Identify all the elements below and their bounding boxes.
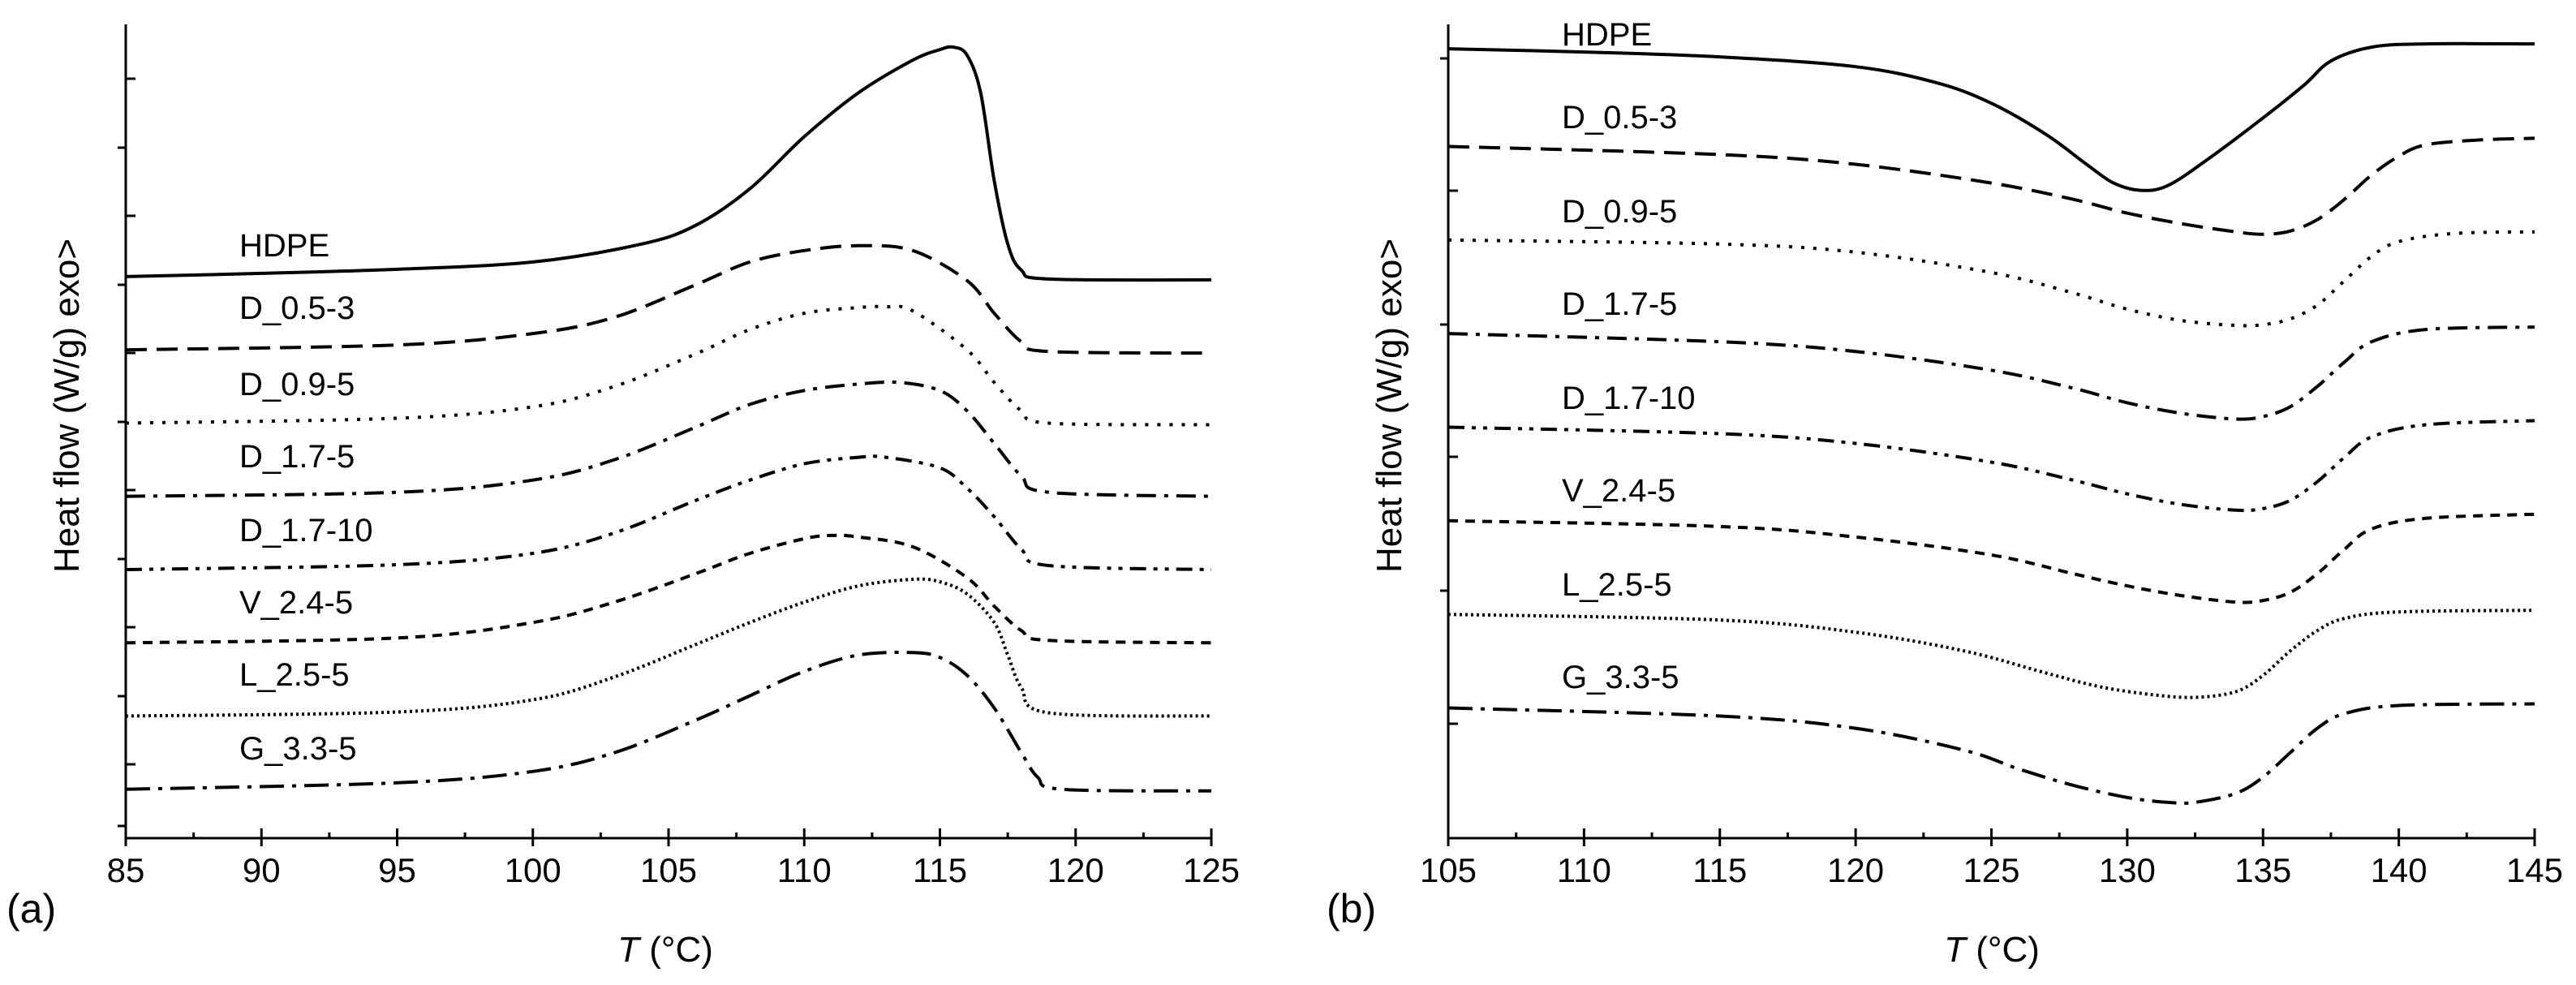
x-tick-label: 95 [378,851,416,889]
series-label-g-3-3-5: G_3.3-5 [1562,660,1679,695]
panel-a-x-tick-labels: 85 90 95 100 105 110 115 120 125 [107,851,1240,889]
series-line-d-0-5-3 [125,243,1212,355]
x-tick-label: 110 [1557,851,1611,889]
x-tick-label: 135 [2234,851,2291,889]
x-tick-label: 125 [1183,851,1240,889]
panel-a-y-ticks [118,77,135,828]
panel-a-series-labels: HDPE D_0.5-3 D_0.9-5 D_1.7-5 D_1.7-10 V_… [239,228,373,767]
panel-a-label: (a) [6,886,56,931]
series-line-g-3-3-5 [125,651,1212,793]
panel-b-series-labels: HDPE D_0.5-3 D_0.9-5 D_1.7-5 D_1.7-10 V_… [1562,17,1696,695]
x-tick-label: 125 [1963,851,2019,889]
series-label-d-1-7-10: D_1.7-10 [239,513,373,548]
panel-b-label: (b) [1327,886,1376,931]
series-label-d-1-7-5: D_1.7-5 [239,439,355,475]
series-label-hdpe: HDPE [239,228,329,264]
x-tick-label: 85 [107,851,145,889]
series-line-d-1-7-10 [125,454,1212,571]
series-line-l-2-5-5 [1447,609,2535,699]
x-tick-label: 100 [505,851,561,889]
series-line-l-2-5-5 [125,577,1212,718]
series-label-v-2-4-5: V_2.4-5 [239,585,353,621]
panel-a-y-axis-label: Heat flow (W/g) exo> [47,239,87,573]
series-line-g-3-3-5 [1447,702,2535,805]
x-axis-variable: T [617,930,642,970]
series-line-v-2-4-5 [125,533,1212,645]
x-axis-unit: (°C) [639,930,713,970]
x-tick-label: 120 [1047,851,1104,889]
panel-b-x-ticks [1447,828,2536,846]
x-tick-label: 145 [2506,851,2563,889]
series-line-d-1-7-5 [125,380,1212,498]
panel-a-x-axis-label: T (°C) [617,930,713,970]
panel-b-x-axis-label: T (°C) [1944,930,2040,970]
series-line-hdpe [1447,41,2535,192]
series-line-hdpe [125,45,1212,282]
x-axis-unit: (°C) [1966,930,2040,970]
panel-b-series [1447,41,2535,805]
series-line-d-0-5-3 [1447,136,2535,236]
series-line-d-0-9-5 [1447,230,2535,328]
x-tick-label: 130 [2099,851,2156,889]
series-label-v-2-4-5: V_2.4-5 [1562,473,1675,509]
x-tick-label: 105 [1420,851,1477,889]
series-line-v-2-4-5 [1447,512,2535,604]
panel-a-chart: 85 90 95 100 105 110 115 120 125 HDPE D_0.5-3 D_… [6,24,1240,970]
panel-a-x-ticks [124,828,1213,846]
series-label-hdpe: HDPE [1562,17,1652,53]
panel-a-axes [124,24,1211,840]
series-label-d-1-7-5: D_1.7-5 [1562,286,1677,322]
series-line-d-1-7-10 [1447,419,2535,513]
panel-b-y-axis-label: Heat flow (W/g) exo> [1370,239,1409,573]
x-tick-label: 115 [1692,851,1747,889]
x-axis-variable: T [1944,930,1968,970]
panel-a-series [125,45,1212,793]
panel-b-x-tick-labels: 105 110 115 120 125 130 135 140 145 [1420,851,2563,889]
x-tick-label: 140 [2371,851,2428,889]
x-tick-label: 115 [913,851,967,889]
series-label-l-2-5-5: L_2.5-5 [1562,567,1672,603]
x-tick-label: 105 [640,851,697,889]
series-label-d-0-9-5: D_0.9-5 [1562,194,1677,230]
series-label-g-3-3-5: G_3.3-5 [239,731,357,767]
series-line-d-1-7-5 [1447,325,2535,421]
series-label-d-0-5-3: D_0.5-3 [239,290,355,326]
x-tick-label: 110 [777,851,832,889]
x-tick-label: 90 [243,851,281,889]
series-label-d-0-5-3: D_0.5-3 [1562,100,1677,135]
x-tick-label: 120 [1827,851,1884,889]
series-label-l-2-5-5: L_2.5-5 [239,657,350,693]
series-label-d-0-9-5: D_0.9-5 [239,367,355,402]
panel-b-y-ticks [1440,57,1458,725]
series-label-d-1-7-10: D_1.7-10 [1562,381,1696,416]
panel-b-chart: 105 110 115 120 125 130 135 140 145 HDPE D_0.5-3… [1327,17,2563,970]
